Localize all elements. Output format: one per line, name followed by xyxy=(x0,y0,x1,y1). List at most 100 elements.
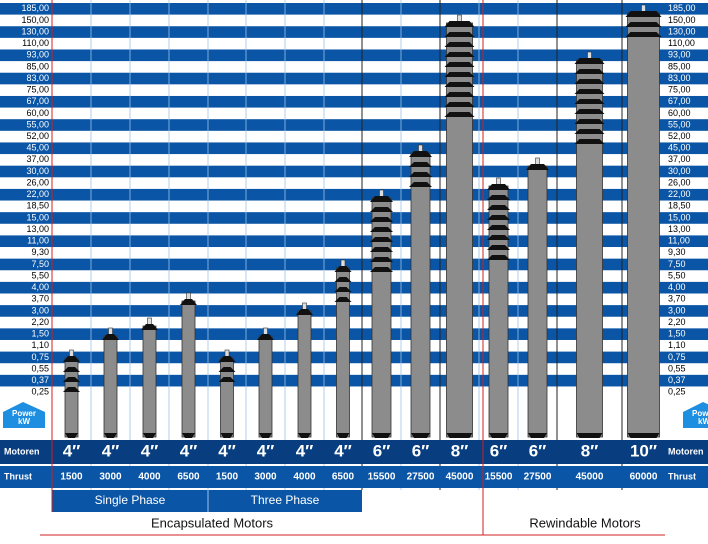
row-header: Thrust xyxy=(4,471,32,481)
motor-size: 10″ xyxy=(630,441,657,460)
motor-cap xyxy=(257,334,274,340)
stripe xyxy=(0,212,708,224)
stripe xyxy=(0,119,708,131)
motor-size: 6″ xyxy=(373,441,391,460)
motor-body xyxy=(142,325,157,438)
phase-label: Single Phase xyxy=(95,493,166,507)
motor-cap xyxy=(370,196,393,202)
scale-label: 83,00 xyxy=(668,73,691,83)
motor-body xyxy=(103,335,118,438)
scale-label: 11,00 xyxy=(668,236,690,246)
scale-label: 110,00 xyxy=(22,38,49,48)
motor-foot xyxy=(143,433,156,438)
motor-stage xyxy=(63,367,80,372)
motor-stage xyxy=(409,172,432,177)
stripe xyxy=(0,305,708,317)
motor-stage xyxy=(370,267,393,272)
thrust-row xyxy=(0,466,708,488)
group-label: Encapsulated Motors xyxy=(151,515,274,530)
scale-label: 3,00 xyxy=(668,305,686,315)
scale-label: 15,00 xyxy=(668,212,691,222)
scale-label: 85,00 xyxy=(668,61,691,71)
motor-cap xyxy=(218,356,236,362)
scale-label: 1,10 xyxy=(668,340,686,350)
scale-label: 185,00 xyxy=(668,3,696,13)
scale-label: 9,30 xyxy=(31,247,49,257)
motor-stage xyxy=(625,22,662,27)
motor-foot xyxy=(65,433,78,438)
thrust-value: 3000 xyxy=(254,472,277,483)
scale-label: 85,00 xyxy=(26,61,49,71)
scale-label: 185,00 xyxy=(21,3,49,13)
scale-label: 55,00 xyxy=(668,119,691,129)
scale-label: 130,00 xyxy=(21,26,49,36)
motor-foot xyxy=(489,433,508,438)
stripe xyxy=(0,165,708,178)
scale-label: 13,00 xyxy=(668,224,691,234)
motor-stage xyxy=(444,42,475,47)
scale-label: 30,00 xyxy=(668,166,691,176)
group-label: Rewindable Motors xyxy=(529,515,641,530)
scale-label: 75,00 xyxy=(668,85,691,95)
scale-label: 0,75 xyxy=(668,352,686,362)
motor-cap xyxy=(63,356,80,362)
motor-size: 8″ xyxy=(451,441,469,460)
thrust-value: 27500 xyxy=(407,472,435,483)
motor-size: 4″ xyxy=(141,441,159,460)
motor-stage xyxy=(409,162,432,167)
motor-stage xyxy=(574,139,605,144)
motor-stage xyxy=(370,217,393,222)
scale-label: 30,00 xyxy=(26,166,49,176)
scale-label: 26,00 xyxy=(26,177,49,187)
scale-label: 55,00 xyxy=(26,119,49,129)
stripe xyxy=(0,235,708,248)
scale-label: 2,20 xyxy=(31,317,49,327)
thrust-value: 27500 xyxy=(524,472,552,483)
badge-text: Power xyxy=(692,409,708,418)
scale-label: 5,50 xyxy=(31,270,49,280)
motor-stage xyxy=(444,32,475,37)
row-header: Motoren xyxy=(4,446,40,456)
thrust-value: 6500 xyxy=(177,472,200,483)
stripe xyxy=(0,142,708,155)
motor-foot xyxy=(576,433,603,438)
motor-body xyxy=(297,310,312,438)
thrust-value: 45000 xyxy=(446,472,474,483)
scale-label: 15,00 xyxy=(26,212,49,222)
motor-body xyxy=(410,152,431,438)
stripe xyxy=(0,258,708,271)
scale-label: 22,00 xyxy=(26,189,49,199)
motor-size: 6″ xyxy=(490,441,508,460)
motor-stage xyxy=(574,79,605,84)
motor-cap xyxy=(409,151,432,157)
scale-label: 2,20 xyxy=(668,317,686,327)
motor-body xyxy=(527,165,548,438)
motor-body xyxy=(371,197,392,438)
scale-label: 0,55 xyxy=(31,363,49,373)
motor-size: 8″ xyxy=(581,441,599,460)
motor-stage xyxy=(370,207,393,212)
motor-size: 4″ xyxy=(102,441,120,460)
motor-stage xyxy=(370,237,393,242)
scale-label: 110,00 xyxy=(668,38,695,48)
stripe xyxy=(0,95,708,108)
phase-label: Three Phase xyxy=(251,493,320,507)
scale-label: 83,00 xyxy=(26,73,49,83)
stripe xyxy=(0,3,708,15)
scale-label: 5,50 xyxy=(668,270,686,280)
scale-label: 3,70 xyxy=(668,294,686,304)
motor-body xyxy=(488,185,509,438)
motor-stage xyxy=(444,72,475,77)
stripe xyxy=(0,281,708,294)
motor-body xyxy=(336,267,350,438)
scale-label: 1,50 xyxy=(668,329,686,339)
motor-body xyxy=(576,59,603,438)
row-header: Thrust xyxy=(668,471,696,481)
row-header: Motoren xyxy=(668,446,704,456)
thrust-value: 1500 xyxy=(216,472,239,483)
stripe xyxy=(0,328,708,340)
motor-cap xyxy=(141,324,158,330)
scale-label: 37,00 xyxy=(668,154,691,164)
scale-label: 1,50 xyxy=(31,329,49,339)
scale-label: 67,00 xyxy=(668,96,691,106)
